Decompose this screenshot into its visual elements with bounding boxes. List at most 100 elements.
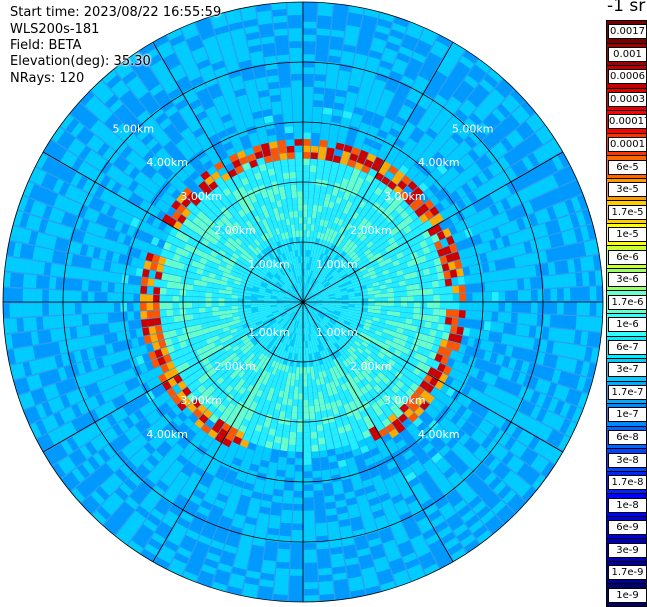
range-gate-cell <box>492 249 501 261</box>
range-gate-cell <box>319 253 324 261</box>
range-gate-cell <box>49 316 57 329</box>
range-gate-cell <box>478 282 486 292</box>
range-gate-cell <box>355 259 363 267</box>
range-gate-cell <box>338 226 345 234</box>
range-gate-cell <box>520 361 530 374</box>
range-gate-cell <box>394 224 403 233</box>
range-gate-cell <box>370 259 379 267</box>
range-gate-cell <box>273 587 288 596</box>
range-gate-cell <box>406 312 414 319</box>
range-gate-cell <box>507 257 516 269</box>
range-gate-cell <box>82 325 91 337</box>
range-gate-cell <box>582 378 593 394</box>
range-gate-cell <box>400 262 409 270</box>
range-gate-cell <box>387 149 399 160</box>
range-gate-cell <box>387 35 403 46</box>
range-gate-cell <box>303 223 307 231</box>
range-gate-cell <box>352 315 360 320</box>
range-gate-cell <box>412 283 420 290</box>
range-gate-cell <box>324 284 332 289</box>
range-gate-cell <box>532 251 542 265</box>
range-gate-cell <box>75 314 83 326</box>
range-gate-cell <box>3 287 10 302</box>
range-gate-cell <box>430 250 440 259</box>
range-gate-cell <box>309 300 316 302</box>
range-gate-cell <box>337 218 344 227</box>
range-gate-cell <box>392 233 402 242</box>
range-gate-cell <box>318 574 333 582</box>
range-gate-cell <box>384 170 395 181</box>
range-gate-cell <box>303 300 310 302</box>
range-gate-cell <box>445 286 453 294</box>
range-gate-cell <box>312 113 322 121</box>
range-gate-cell <box>313 490 324 498</box>
range-gate-cell <box>544 302 551 314</box>
range-gate-cell <box>140 302 147 311</box>
range-gate-cell <box>433 302 440 309</box>
range-gate-cell <box>314 294 322 298</box>
range-gate-cell <box>68 315 76 327</box>
range-gate-cell <box>577 345 587 361</box>
range-gate-cell <box>272 442 281 451</box>
range-gate-cell <box>338 234 346 242</box>
range-gate-cell <box>379 236 388 245</box>
range-gate-cell <box>365 279 373 285</box>
range-gate-cell <box>343 104 355 113</box>
range-gate-cell <box>352 236 360 244</box>
range-gate-cell <box>354 53 368 63</box>
range-gate-cell <box>457 230 468 241</box>
range-gate-cell <box>388 127 400 138</box>
range-gate-cell <box>316 283 323 289</box>
range-gate-cell <box>192 308 200 314</box>
range-gate-cell <box>499 170 512 184</box>
range-gate-cell <box>102 323 110 334</box>
range-gate-cell <box>471 175 483 188</box>
range-gate-cell <box>179 296 186 302</box>
range-gate-cell <box>345 165 354 174</box>
range-gate-cell <box>114 273 123 283</box>
range-gate-cell <box>303 432 311 439</box>
range-gate-cell <box>381 200 390 210</box>
range-gate-cell <box>366 252 374 259</box>
range-gate-cell <box>527 152 540 168</box>
range-gate-cell <box>95 270 104 281</box>
range-gate-cell <box>303 471 313 479</box>
range-gate-cell <box>406 137 418 149</box>
range-gate-cell <box>465 166 477 179</box>
range-gate-cell <box>340 312 348 316</box>
range-gate-cell <box>313 272 318 279</box>
range-gate-cell <box>379 314 387 320</box>
range-gate-cell <box>364 229 372 238</box>
range-gate-cell <box>420 166 432 177</box>
range-gate-cell <box>398 317 407 324</box>
range-gate-cell <box>439 287 447 295</box>
range-gate-cell <box>316 273 321 280</box>
range-gate-cell <box>367 308 375 313</box>
range-gate-cell <box>377 129 388 139</box>
range-gate-cell <box>318 567 332 576</box>
range-gate-cell <box>406 307 414 313</box>
range-gate-cell <box>490 146 503 160</box>
range-gate-cell <box>231 302 238 306</box>
range-gate-cell <box>373 78 386 89</box>
range-gate-cell <box>382 240 391 249</box>
range-gate-cell <box>386 214 395 223</box>
range-gate-cell <box>305 276 307 283</box>
range-gate-cell <box>335 300 343 302</box>
range-gate-cell <box>366 287 374 292</box>
range-gate-cell <box>290 418 297 426</box>
range-gate-cell <box>487 112 501 127</box>
range-gate-cell <box>367 56 381 66</box>
range-gate-cell <box>399 200 410 210</box>
range-gate-cell <box>329 251 335 259</box>
range-gate-cell <box>291 549 303 557</box>
range-gate-cell <box>332 155 342 164</box>
range-gate-cell <box>442 228 452 238</box>
range-gate-cell <box>317 15 332 23</box>
range-gate-cell <box>22 303 30 317</box>
range-gate-cell <box>313 483 323 491</box>
range-gate-cell <box>303 243 306 250</box>
range-gate-cell <box>379 60 393 71</box>
range-gate-cell <box>381 219 390 228</box>
range-gate-cell <box>555 356 565 370</box>
